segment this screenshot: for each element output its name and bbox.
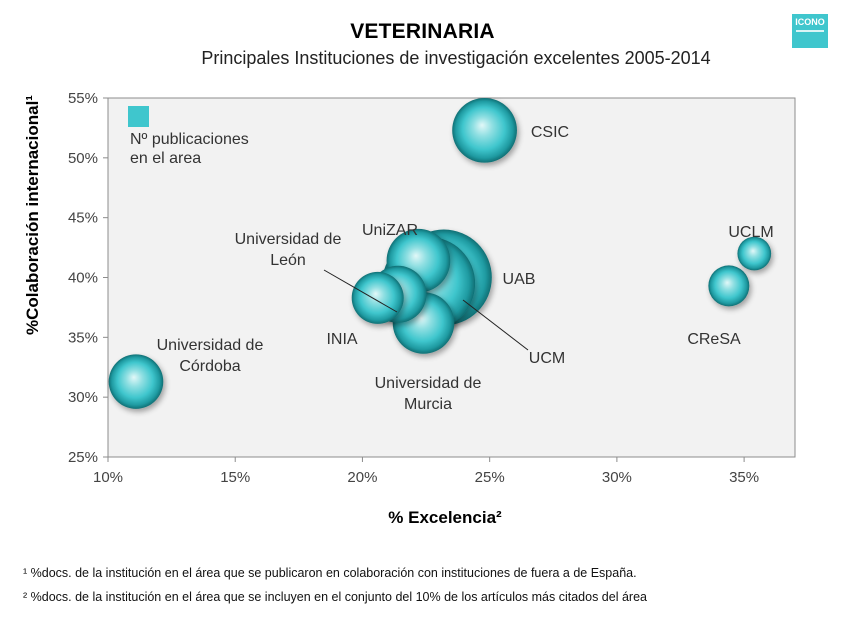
legend-swatch	[128, 106, 149, 127]
x-axis-ticks: 10% 15% 20% 25% 30% 35%	[93, 457, 759, 486]
bubble-label-layer: UAB UCM UniZAR Universidad de Murcia Universi…	[157, 124, 774, 413]
logo-text: ICONO	[795, 17, 825, 27]
y-tick-label: 50%	[68, 150, 98, 167]
label-inia: INIA	[326, 331, 357, 348]
x-tick-label: 20%	[347, 469, 377, 486]
bubble-uclm	[737, 236, 772, 271]
footnote-1: ¹ %docs. de la institución en el área qu…	[23, 566, 637, 580]
leader-line-universidad-de-leon	[323, 269, 398, 313]
bubble-chart: UAB UCM UniZAR Universidad de Murcia Universi…	[23, 90, 796, 527]
y-tick-label: 45%	[68, 210, 98, 227]
x-tick-label: 10%	[93, 469, 123, 486]
y-tick-label: 40%	[68, 270, 98, 287]
y-axis-ticks: 25% 30% 35% 40% 45% 50% 55%	[68, 90, 108, 466]
bubble-universidad-de-cordoba	[108, 354, 164, 409]
leader-lines	[323, 269, 529, 351]
label-cresa: CReSA	[687, 331, 741, 348]
bubble-csic	[452, 97, 517, 163]
label-unizar: UniZAR	[362, 222, 418, 239]
label-universidad-de-cordoba: Universidad de Córdoba	[157, 337, 264, 375]
chart-subtitle: Principales Instituciones de investigaci…	[201, 48, 711, 68]
label-universidad-de-leon: Universidad de León	[235, 231, 342, 269]
leader-line-ucm	[462, 299, 529, 351]
label-universidad-de-murcia: Universidad de Murcia	[375, 375, 482, 413]
label-uab: UAB	[503, 271, 536, 288]
x-axis-title: % Excelencia²	[388, 508, 502, 527]
y-tick-label: 25%	[68, 449, 98, 466]
y-axis-title: %Colaboración internacional¹	[23, 95, 42, 335]
label-csic: CSIC	[531, 124, 569, 141]
legend-label: Nº publicaciones en el area	[130, 131, 249, 167]
bubble-inia	[351, 271, 404, 324]
x-tick-label: 30%	[602, 469, 632, 486]
bubble-layer	[108, 97, 772, 409]
x-tick-label: 15%	[220, 469, 250, 486]
icono-logo: ICONO	[792, 14, 828, 48]
y-tick-label: 30%	[68, 389, 98, 406]
y-tick-label: 35%	[68, 329, 98, 346]
bubble-cresa	[708, 265, 750, 307]
label-uclm: UCLM	[728, 224, 773, 241]
chart-title: VETERINARIA	[350, 20, 495, 43]
footnote-2: ² %docs. de la institución en el área qu…	[23, 590, 647, 604]
legend-text: Nº publicaciones en el area	[130, 131, 249, 167]
y-tick-label: 55%	[68, 90, 98, 107]
x-tick-label: 35%	[729, 469, 759, 486]
x-tick-label: 25%	[475, 469, 505, 486]
label-ucm: UCM	[529, 350, 565, 367]
